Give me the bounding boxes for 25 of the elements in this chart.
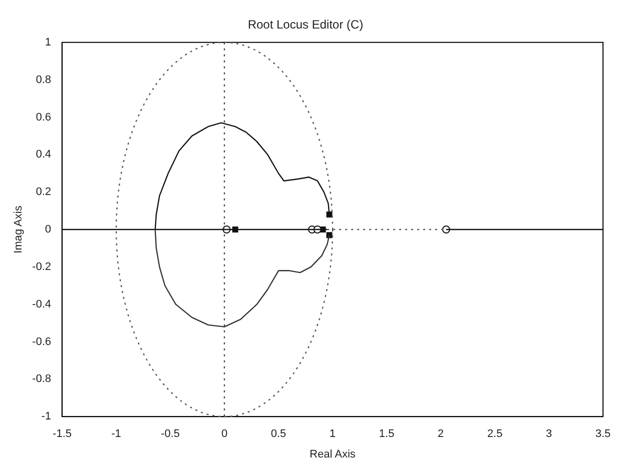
x-tick-label: 2.5 bbox=[487, 428, 502, 440]
y-tick-label: 0.8 bbox=[36, 74, 52, 86]
x-tick-label: -1 bbox=[111, 428, 122, 440]
y-tick-label: 1 bbox=[45, 36, 52, 48]
y-tick-label: -0.4 bbox=[32, 298, 52, 310]
y-axis-title: Imag Axis bbox=[12, 205, 25, 254]
x-tick-label: 1.5 bbox=[379, 428, 394, 440]
x-tick-label: -0.5 bbox=[160, 428, 180, 440]
y-tick-label: -1 bbox=[41, 410, 52, 423]
x-tick-label: 2 bbox=[438, 428, 444, 440]
y-tick-label: 0.4 bbox=[36, 148, 52, 161]
x-tick-label: 1 bbox=[330, 428, 336, 440]
y-tick-label: 0.6 bbox=[36, 111, 52, 124]
x-tick-label: -1.5 bbox=[52, 428, 72, 440]
y-tick-label: 0 bbox=[45, 224, 52, 236]
chart-title: Root Locus Editor (C) bbox=[248, 18, 364, 32]
x-axis-title: Real Axis bbox=[310, 448, 356, 460]
y-tick-label: -0.2 bbox=[32, 260, 52, 273]
y-tick-label: -0.6 bbox=[32, 336, 52, 348]
y-tick-label: 0.2 bbox=[36, 186, 52, 198]
y-tick-label: -0.8 bbox=[32, 373, 52, 386]
x-tick-label: 0.5 bbox=[270, 428, 286, 440]
x-tick-label: 0 bbox=[221, 428, 228, 440]
x-tick-label: 3 bbox=[546, 428, 552, 440]
x-tick-label: 3.5 bbox=[595, 428, 611, 440]
